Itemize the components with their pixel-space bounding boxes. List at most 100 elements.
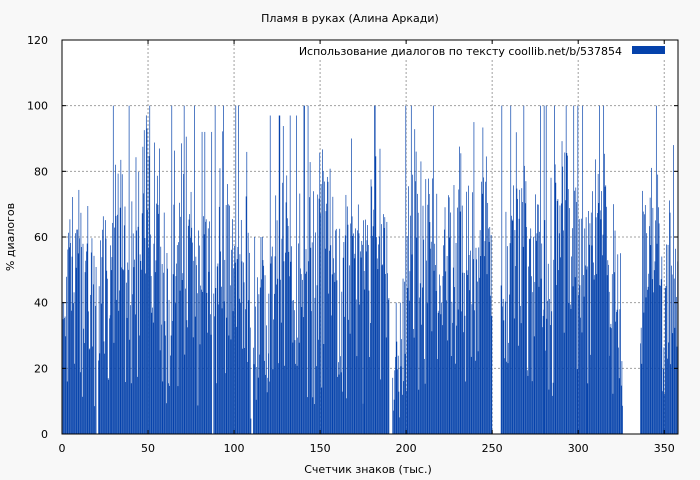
bar <box>607 260 609 434</box>
bar <box>180 216 182 434</box>
bar <box>239 254 241 434</box>
bar <box>320 184 322 434</box>
bar <box>590 212 592 434</box>
bar <box>549 298 550 434</box>
bar <box>453 185 455 434</box>
chart-title: Пламя в руках (Алина Аркади) <box>261 12 439 25</box>
bar <box>122 269 124 434</box>
bar <box>422 205 424 434</box>
bar <box>107 378 109 434</box>
bar <box>395 356 396 434</box>
bar <box>128 269 129 434</box>
bar <box>190 191 192 434</box>
bar <box>255 306 256 434</box>
bar <box>647 289 648 434</box>
bar <box>397 369 398 434</box>
bar <box>192 337 194 434</box>
bar <box>460 153 462 434</box>
bar <box>365 219 366 434</box>
bar <box>410 215 411 434</box>
bar <box>318 339 319 434</box>
bar <box>223 301 225 434</box>
bar <box>288 251 290 434</box>
bar <box>364 289 366 434</box>
bar <box>561 141 563 434</box>
bar <box>255 399 257 434</box>
bar <box>660 279 662 434</box>
bar <box>511 215 512 434</box>
bar <box>384 217 386 434</box>
bar <box>252 347 254 434</box>
bar <box>281 238 283 434</box>
bar <box>620 385 622 434</box>
bar <box>548 389 550 434</box>
bar <box>187 225 189 434</box>
bar <box>409 271 411 434</box>
bar <box>577 105 579 435</box>
bar <box>442 276 444 434</box>
bar <box>329 250 330 434</box>
bar <box>148 156 150 434</box>
y-tick-label: 0 <box>41 428 48 441</box>
bar <box>560 257 561 434</box>
bar <box>133 267 135 434</box>
bar <box>559 205 561 434</box>
bar <box>301 307 303 434</box>
bar <box>489 226 491 434</box>
bar <box>163 212 165 434</box>
bar <box>580 218 582 434</box>
bar <box>198 230 199 434</box>
bar <box>278 115 280 435</box>
bar <box>503 320 505 434</box>
bar <box>220 251 221 434</box>
bar <box>159 148 160 435</box>
bar <box>602 234 604 434</box>
y-tick-label: 120 <box>27 34 48 47</box>
bar <box>615 321 617 434</box>
bar <box>313 404 315 434</box>
bar <box>95 305 96 434</box>
bar <box>129 339 131 434</box>
bar <box>289 115 291 435</box>
bar <box>669 200 670 434</box>
bar <box>163 272 164 434</box>
bar <box>655 220 656 434</box>
bar <box>543 309 545 434</box>
bar <box>410 105 412 435</box>
bar <box>198 245 200 434</box>
bar <box>145 273 146 434</box>
bar <box>167 383 169 434</box>
bar <box>666 358 668 434</box>
bar <box>451 301 453 434</box>
bar <box>646 233 648 434</box>
bar <box>533 236 534 434</box>
bar <box>346 398 347 434</box>
bar <box>454 287 455 434</box>
bar <box>123 225 125 434</box>
bar <box>139 335 140 434</box>
bar <box>659 285 661 434</box>
bar <box>131 201 133 434</box>
bar <box>528 266 529 434</box>
bar <box>606 275 608 434</box>
bar <box>148 247 149 434</box>
bar <box>483 177 484 434</box>
bar <box>474 310 475 434</box>
bar <box>417 193 418 434</box>
bar <box>68 232 69 434</box>
bar <box>462 272 464 434</box>
bar <box>222 131 224 434</box>
bar <box>137 376 138 434</box>
bar <box>247 232 249 434</box>
bar <box>69 219 71 434</box>
bar <box>361 240 363 434</box>
bar <box>287 225 289 434</box>
bar <box>173 204 175 434</box>
bar <box>331 274 333 434</box>
bar <box>326 203 327 434</box>
bar <box>161 264 163 434</box>
bar <box>372 226 374 434</box>
bar <box>622 405 623 434</box>
bar <box>511 219 513 434</box>
bar <box>362 244 363 434</box>
